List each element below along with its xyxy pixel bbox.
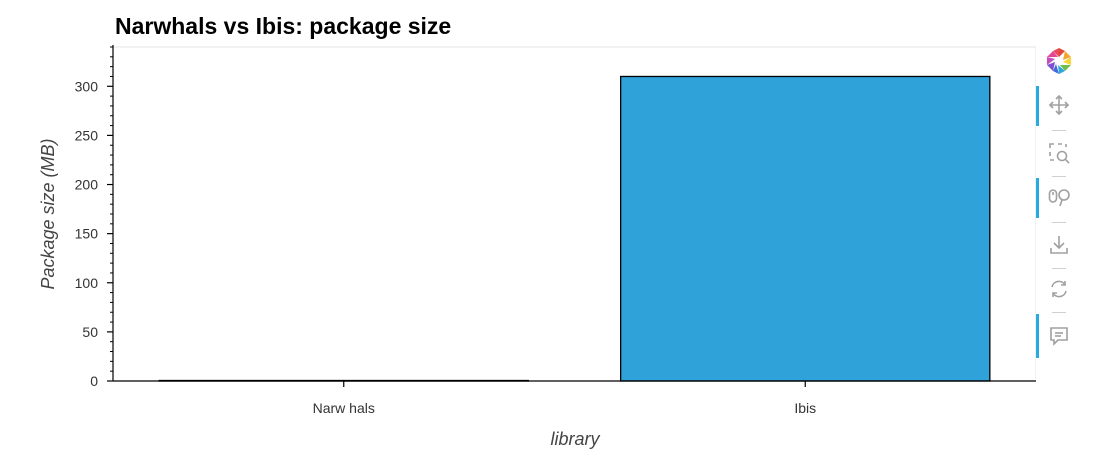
hover-icon (1050, 327, 1068, 346)
toolbar (1036, 42, 1082, 372)
pan-icon (1048, 94, 1070, 116)
toolbar-separator (1052, 268, 1066, 269)
bar-chart[interactable]: 0 50 100 150 200 250 300 Narw hals Ibis Package… (0, 0, 1036, 457)
y-tick-label: 250 (75, 127, 99, 143)
y-tick-label: 0 (90, 373, 98, 389)
save-icon (1050, 236, 1068, 254)
box-zoom-tool[interactable] (1036, 134, 1082, 174)
toolbar-separator (1052, 312, 1066, 313)
wheel-zoom-icon (1048, 189, 1070, 207)
y-tick-label: 50 (82, 324, 98, 340)
reset-tool[interactable] (1036, 270, 1082, 310)
box-zoom-icon (1049, 143, 1070, 164)
pan-tool[interactable] (1036, 86, 1082, 126)
x-axis-label: library (550, 429, 600, 449)
active-indicator (1036, 178, 1039, 218)
x-tick-label: Ibis (794, 400, 816, 416)
save-tool[interactable] (1036, 226, 1082, 266)
y-tick-label: 150 (75, 226, 99, 242)
hover-tool[interactable] (1036, 314, 1082, 358)
y-tick-label: 100 (75, 275, 99, 291)
active-indicator (1036, 314, 1039, 358)
toolbar-separator (1052, 176, 1066, 177)
toolbar-separator (1052, 130, 1066, 131)
y-tick-label: 200 (75, 177, 99, 193)
active-indicator (1036, 86, 1039, 126)
y-tick-label: 300 (75, 78, 99, 94)
toolbar-separator (1052, 222, 1066, 223)
reset-icon (1051, 280, 1067, 298)
x-tick-label: Narw hals (313, 400, 375, 416)
bokeh-logo-icon[interactable] (1036, 42, 1082, 82)
wheel-zoom-tool[interactable] (1036, 178, 1082, 218)
y-axis-label: Package size (MB) (38, 138, 58, 289)
chart-title: Narwhals vs Ibis: package size (115, 13, 452, 39)
bar-ibis[interactable] (620, 75, 991, 382)
